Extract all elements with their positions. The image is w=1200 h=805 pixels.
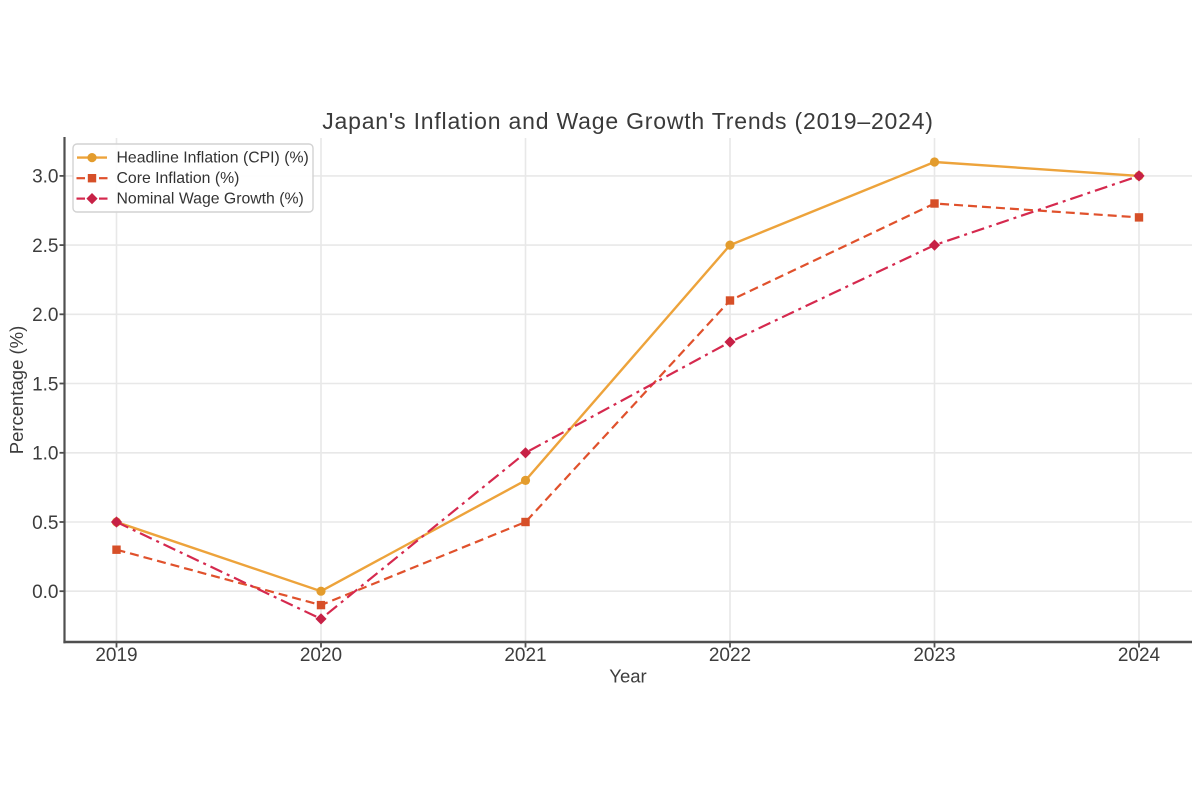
svg-text:0.5: 0.5 <box>32 513 58 534</box>
svg-text:1.5: 1.5 <box>32 374 58 395</box>
svg-text:2020: 2020 <box>300 645 342 666</box>
svg-text:2.5: 2.5 <box>32 236 58 257</box>
svg-text:1.0: 1.0 <box>32 444 58 465</box>
svg-text:2023: 2023 <box>913 645 955 666</box>
svg-text:0.0: 0.0 <box>32 582 58 603</box>
svg-text:Headline Inflation (CPI) (%): Headline Inflation (CPI) (%) <box>117 150 309 167</box>
svg-text:Percentage (%): Percentage (%) <box>6 326 27 455</box>
svg-text:2022: 2022 <box>709 645 751 666</box>
svg-text:2.0: 2.0 <box>32 305 58 326</box>
svg-text:2021: 2021 <box>504 645 546 666</box>
svg-text:Core Inflation (%): Core Inflation (%) <box>117 170 240 187</box>
svg-text:Japan's Inflation and Wage Gro: Japan's Inflation and Wage Growth Trends… <box>322 108 934 134</box>
svg-text:3.0: 3.0 <box>32 167 58 188</box>
svg-text:Nominal Wage Growth (%): Nominal Wage Growth (%) <box>117 191 304 208</box>
svg-text:Year: Year <box>609 666 646 687</box>
svg-text:2019: 2019 <box>95 645 137 666</box>
svg-text:2024: 2024 <box>1118 645 1161 666</box>
